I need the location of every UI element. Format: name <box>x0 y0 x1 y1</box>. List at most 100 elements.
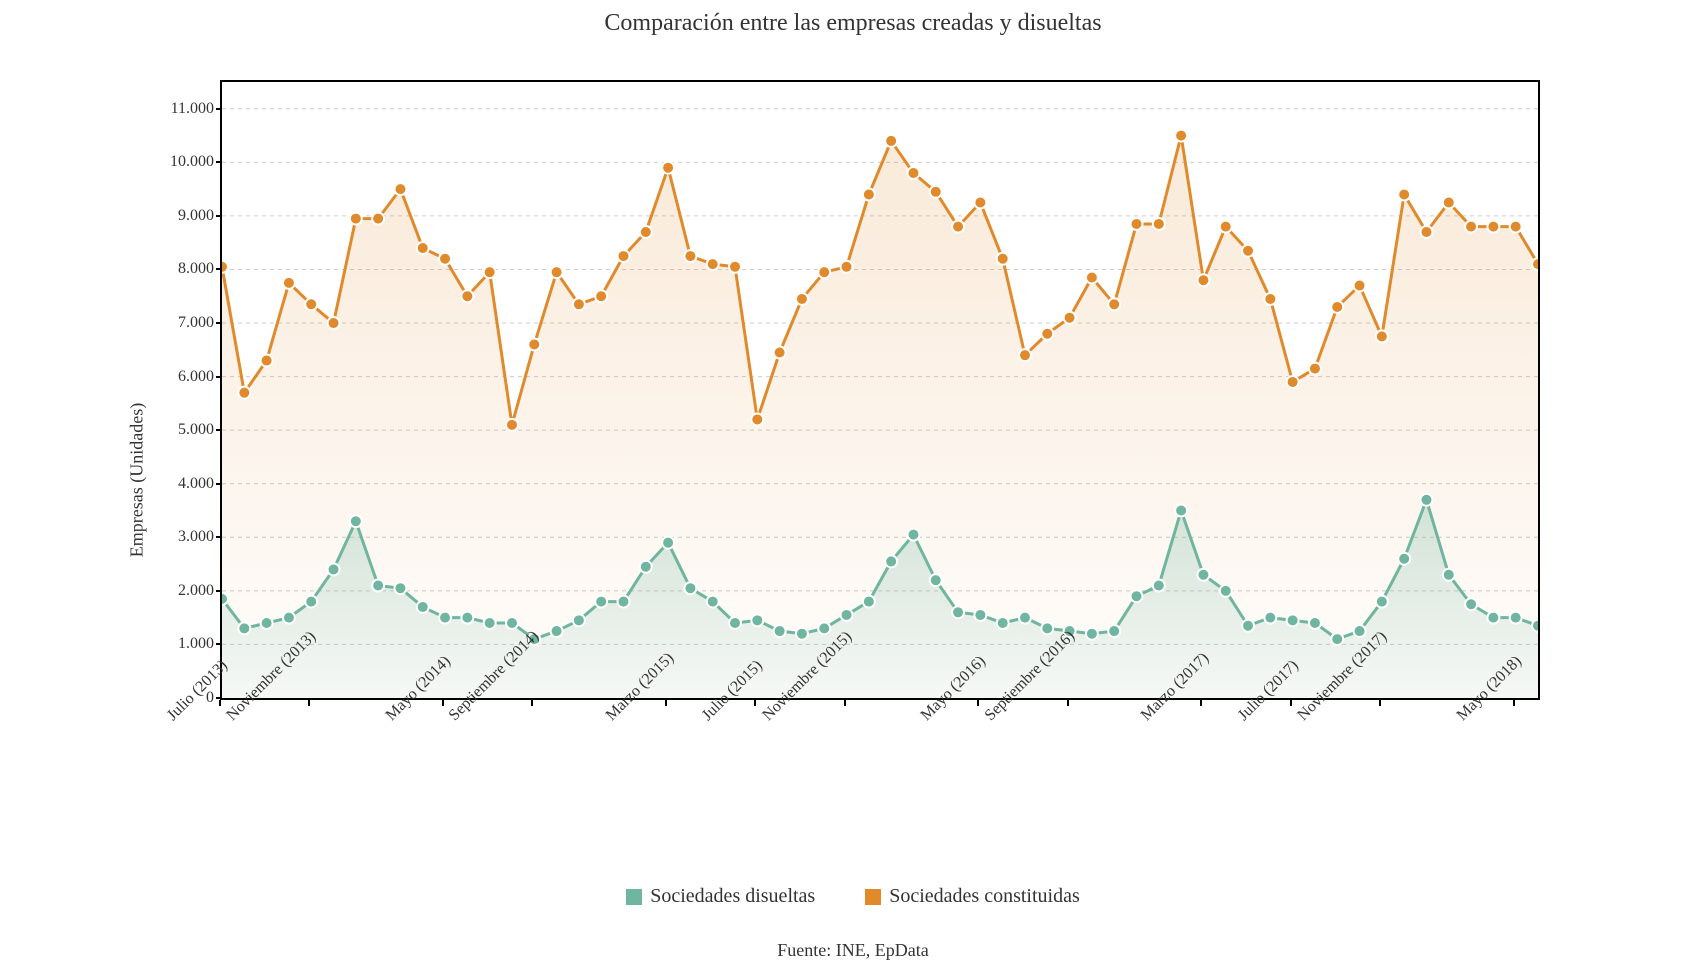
data-point <box>818 622 830 634</box>
data-point <box>1309 617 1321 629</box>
data-point <box>1376 596 1388 608</box>
data-point <box>1264 293 1276 305</box>
data-point <box>997 253 1009 265</box>
data-point <box>1086 628 1098 640</box>
data-point <box>1086 272 1098 284</box>
y-tick-label: 5.000 <box>178 421 214 439</box>
y-axis-label: Empresas (Unidades) <box>127 403 148 557</box>
data-point <box>506 419 518 431</box>
x-tick-mark <box>977 700 979 706</box>
x-tick-mark <box>1200 700 1202 706</box>
data-point <box>796 628 808 640</box>
data-point <box>729 261 741 273</box>
y-tick-label: 4.000 <box>178 475 214 493</box>
x-tick-mark <box>754 700 756 706</box>
data-point <box>417 242 429 254</box>
data-point <box>1376 330 1388 342</box>
x-tick-mark <box>1379 700 1381 706</box>
data-point <box>484 266 496 278</box>
data-point <box>1197 274 1209 286</box>
data-point <box>662 537 674 549</box>
data-point <box>1108 298 1120 310</box>
y-tick-label: 8.000 <box>178 260 214 278</box>
data-point <box>863 188 875 200</box>
y-tick-mark <box>216 536 222 538</box>
data-point <box>394 582 406 594</box>
data-point <box>1153 218 1165 230</box>
data-point <box>551 625 563 637</box>
data-point <box>1242 245 1254 257</box>
data-point <box>863 596 875 608</box>
data-point <box>841 261 853 273</box>
data-point <box>305 596 317 608</box>
x-tick-mark <box>308 700 310 706</box>
data-point <box>1398 553 1410 565</box>
data-point <box>461 612 473 624</box>
data-point <box>1443 569 1455 581</box>
data-point <box>974 197 986 209</box>
data-point <box>417 601 429 613</box>
data-point <box>1510 221 1522 233</box>
data-point <box>707 258 719 270</box>
data-point <box>1420 494 1432 506</box>
data-point <box>1197 569 1209 581</box>
data-point <box>372 213 384 225</box>
y-tick-mark <box>216 376 222 378</box>
data-point <box>1220 585 1232 597</box>
chart-title: Comparación entre las empresas creadas y… <box>0 10 1706 37</box>
y-tick-mark <box>216 215 222 217</box>
data-point <box>461 290 473 302</box>
data-point <box>1420 226 1432 238</box>
data-point <box>222 261 228 273</box>
data-point <box>1108 625 1120 637</box>
data-point <box>1019 349 1031 361</box>
data-point <box>1532 258 1538 270</box>
y-tick-label: 9.000 <box>178 207 214 225</box>
data-point <box>1465 598 1477 610</box>
data-point <box>1287 376 1299 388</box>
data-point <box>595 290 607 302</box>
data-point <box>774 347 786 359</box>
legend-item: Sociedades constituidas <box>865 885 1080 908</box>
data-point <box>283 277 295 289</box>
data-point <box>907 167 919 179</box>
data-point <box>1354 280 1366 292</box>
data-point <box>1131 218 1143 230</box>
data-point <box>238 622 250 634</box>
data-point <box>640 226 652 238</box>
data-point <box>551 266 563 278</box>
data-point <box>506 617 518 629</box>
data-point <box>1510 612 1522 624</box>
data-point <box>439 253 451 265</box>
data-point <box>751 413 763 425</box>
y-tick-mark <box>216 697 222 699</box>
chart-plot-area: 01.0002.0003.0004.0005.0006.0007.0008.00… <box>220 80 1540 700</box>
data-point <box>617 250 629 262</box>
data-point <box>885 555 897 567</box>
data-point <box>1465 221 1477 233</box>
x-tick-mark <box>844 700 846 706</box>
legend-label: Sociedades disueltas <box>650 885 815 908</box>
y-tick-label: 7.000 <box>178 314 214 332</box>
data-point <box>1487 221 1499 233</box>
data-point <box>1220 221 1232 233</box>
data-point <box>1443 197 1455 209</box>
x-tick-mark <box>665 700 667 706</box>
x-tick-mark <box>1513 700 1515 706</box>
x-tick-mark <box>531 700 533 706</box>
data-point <box>1398 188 1410 200</box>
x-tick-mark <box>1067 700 1069 706</box>
y-tick-mark <box>216 643 222 645</box>
data-point <box>1041 328 1053 340</box>
data-point <box>796 293 808 305</box>
data-point <box>372 580 384 592</box>
y-tick-label: 1.000 <box>178 635 214 653</box>
y-tick-mark <box>216 161 222 163</box>
data-point <box>595 596 607 608</box>
y-tick-label: 2.000 <box>178 582 214 600</box>
data-point <box>1309 363 1321 375</box>
data-point <box>1487 612 1499 624</box>
legend-swatch <box>626 889 642 905</box>
data-point <box>640 561 652 573</box>
data-point <box>729 617 741 629</box>
